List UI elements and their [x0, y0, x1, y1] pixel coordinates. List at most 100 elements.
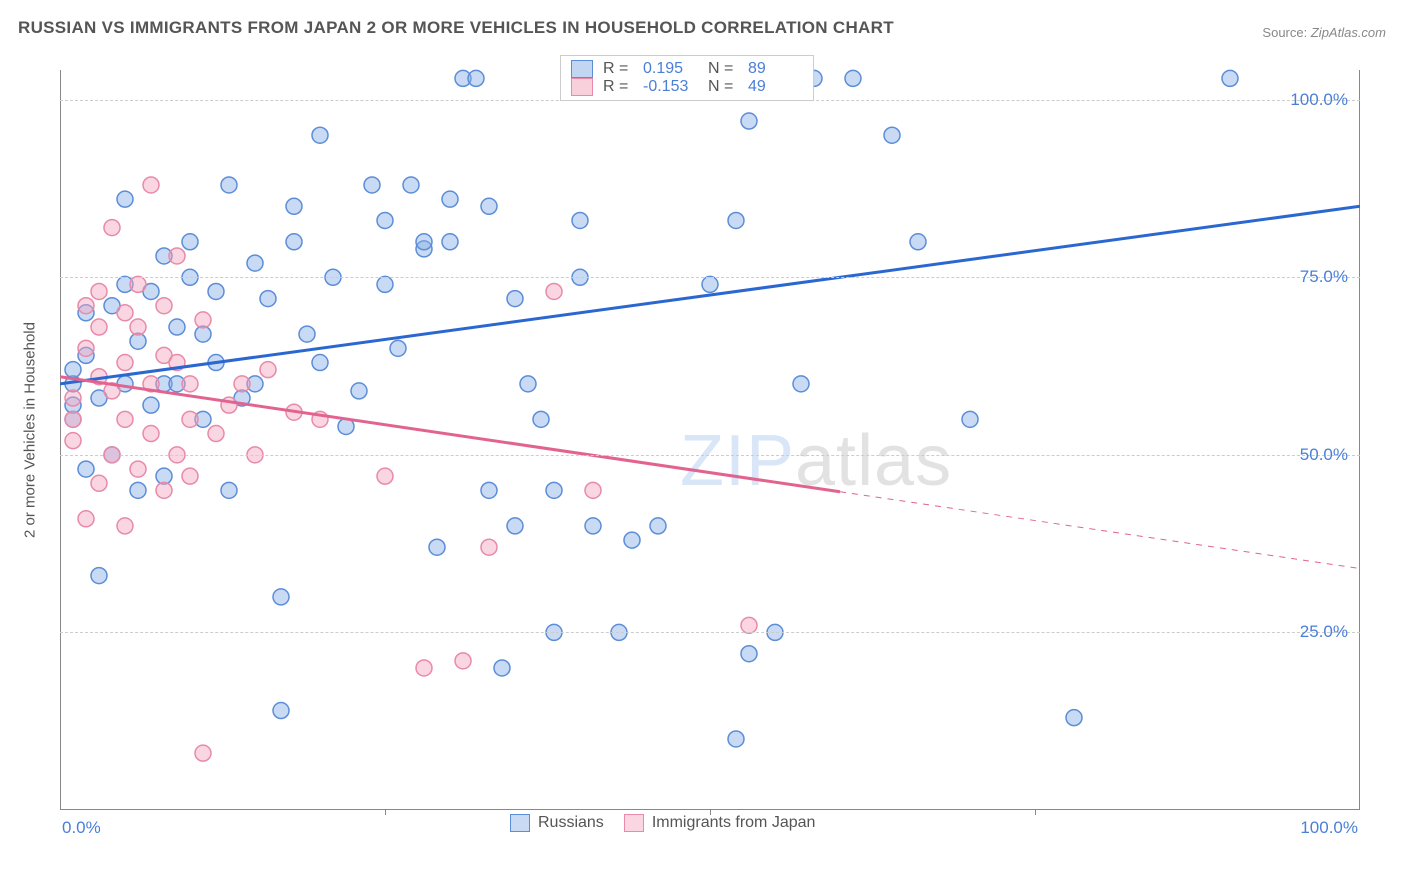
data-point-russians — [702, 276, 718, 292]
data-point-russians — [273, 589, 289, 605]
data-point-japan — [104, 220, 120, 236]
data-point-russians — [533, 411, 549, 427]
data-point-russians — [481, 198, 497, 214]
data-point-russians — [390, 340, 406, 356]
legend-item-russians: Russians — [510, 814, 604, 832]
data-point-japan — [585, 482, 601, 498]
data-point-japan — [78, 298, 94, 314]
data-point-japan — [130, 461, 146, 477]
y-tick-label: 25.0% — [1300, 622, 1348, 642]
x-tick-max: 100.0% — [1300, 818, 1358, 838]
stats-legend: R = 0.195 N = 89 R = -0.153 N = 49 — [560, 55, 814, 101]
data-point-japan — [117, 305, 133, 321]
data-point-russians — [78, 461, 94, 477]
gridline — [60, 277, 1360, 278]
data-point-russians — [910, 234, 926, 250]
r-value-russians: 0.195 — [643, 60, 698, 78]
data-point-japan — [182, 376, 198, 392]
data-point-russians — [312, 355, 328, 371]
data-point-russians — [650, 518, 666, 534]
data-point-japan — [143, 426, 159, 442]
trendline-russians — [60, 206, 1360, 384]
data-point-japan — [377, 468, 393, 484]
data-point-russians — [507, 291, 523, 307]
data-point-japan — [91, 475, 107, 491]
data-point-japan — [234, 376, 250, 392]
swatch-japan — [571, 78, 593, 96]
data-point-japan — [65, 390, 81, 406]
data-point-russians — [442, 191, 458, 207]
data-point-japan — [208, 426, 224, 442]
data-point-japan — [91, 283, 107, 299]
data-point-russians — [247, 255, 263, 271]
data-point-russians — [494, 660, 510, 676]
source-label: Source: — [1262, 25, 1307, 40]
data-point-russians — [260, 291, 276, 307]
trendline-japan — [60, 377, 840, 492]
data-point-japan — [78, 511, 94, 527]
data-point-russians — [845, 70, 861, 86]
data-point-japan — [169, 248, 185, 264]
stats-row-japan: R = -0.153 N = 49 — [571, 78, 803, 96]
data-point-russians — [377, 212, 393, 228]
data-point-russians — [299, 326, 315, 342]
data-point-russians — [208, 283, 224, 299]
data-point-japan — [546, 283, 562, 299]
gridline — [60, 455, 1360, 456]
data-point-russians — [728, 731, 744, 747]
data-point-japan — [195, 745, 211, 761]
plot-area: ZIPatlas 25.0%50.0%75.0%100.0% — [60, 50, 1360, 810]
data-point-russians — [273, 703, 289, 719]
n-value-russians: 89 — [748, 60, 803, 78]
data-point-russians — [741, 646, 757, 662]
data-point-russians — [884, 127, 900, 143]
data-point-japan — [65, 411, 81, 427]
data-point-russians — [520, 376, 536, 392]
data-point-russians — [741, 113, 757, 129]
data-point-japan — [117, 411, 133, 427]
data-point-russians — [169, 319, 185, 335]
data-point-russians — [130, 482, 146, 498]
swatch-russians — [571, 60, 593, 78]
data-point-russians — [429, 539, 445, 555]
y-tick-label: 100.0% — [1290, 90, 1348, 110]
n-value-japan: 49 — [748, 78, 803, 96]
data-point-russians — [793, 376, 809, 392]
data-point-japan — [455, 653, 471, 669]
y-tick-label: 75.0% — [1300, 267, 1348, 287]
data-point-russians — [416, 234, 432, 250]
scatter-svg — [60, 50, 1360, 810]
r-label: R = — [603, 78, 633, 96]
data-point-russians — [1222, 70, 1238, 86]
data-point-russians — [182, 234, 198, 250]
x-tick-min: 0.0% — [62, 818, 101, 838]
data-point-russians — [286, 198, 302, 214]
y-axis-label: 2 or more Vehicles in Household — [22, 322, 39, 538]
trendline-extrap-japan — [840, 492, 1360, 569]
legend-swatch-russians — [510, 814, 530, 832]
data-point-japan — [182, 468, 198, 484]
data-point-russians — [481, 482, 497, 498]
data-point-japan — [741, 617, 757, 633]
gridline — [60, 632, 1360, 633]
source-value: ZipAtlas.com — [1311, 25, 1386, 40]
data-point-russians — [1066, 710, 1082, 726]
legend-swatch-japan — [624, 814, 644, 832]
data-point-russians — [507, 518, 523, 534]
data-point-japan — [117, 518, 133, 534]
data-point-russians — [572, 212, 588, 228]
data-point-russians — [728, 212, 744, 228]
chart-container: RUSSIAN VS IMMIGRANTS FROM JAPAN 2 OR MO… — [0, 0, 1406, 892]
data-point-russians — [962, 411, 978, 427]
y-tick-label: 50.0% — [1300, 445, 1348, 465]
data-point-russians — [221, 177, 237, 193]
data-point-russians — [286, 234, 302, 250]
data-point-japan — [156, 298, 172, 314]
data-point-japan — [130, 276, 146, 292]
data-point-russians — [351, 383, 367, 399]
data-point-russians — [442, 234, 458, 250]
n-label: N = — [708, 60, 738, 78]
source-attribution: Source: ZipAtlas.com — [1262, 25, 1386, 40]
legend-label-russians: Russians — [538, 814, 604, 832]
data-point-russians — [65, 362, 81, 378]
